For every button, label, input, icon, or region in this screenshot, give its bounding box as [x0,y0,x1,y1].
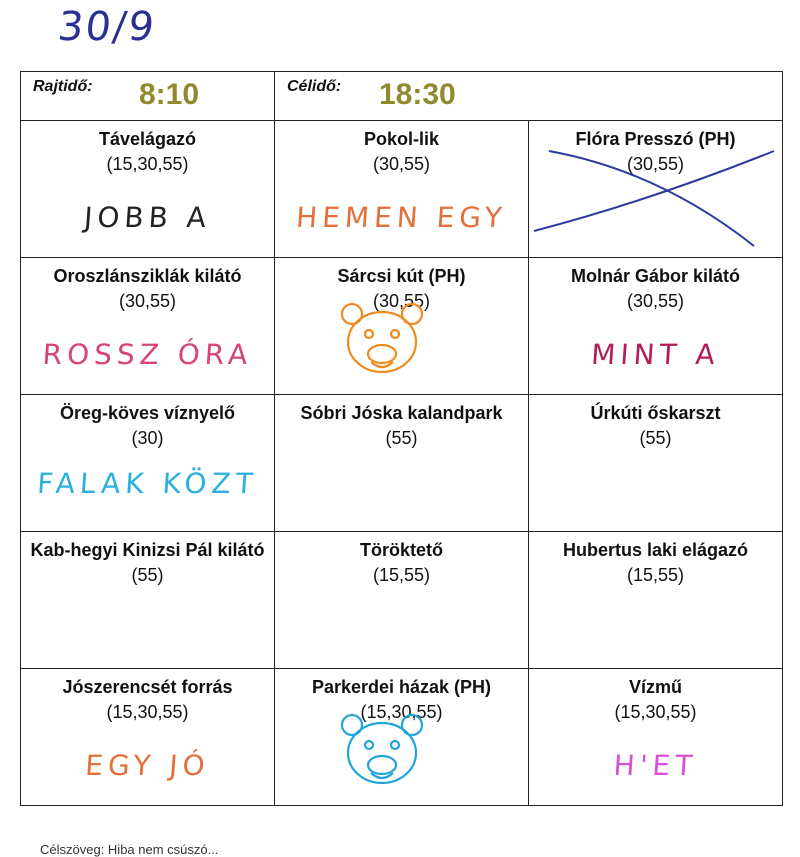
handwritten-answer: EGY JÓ [84,749,211,782]
checkpoint-name: Oroszlánsziklák kilátó [53,266,242,286]
finish-time-value: 18:30 [379,78,456,111]
checkpoint-cell: Jószerencsét forrás (15,30,55) EGY JÓ [20,668,275,806]
checkpoint-slots: (30,55) [118,291,177,311]
checkpoint-cell: Pokol-lik (30,55) HEMEN EGY [274,120,529,258]
checkpoint-name: Molnár Gábor kilátó [570,266,741,286]
checkpoint-cell: Molnár Gábor kilátó (30,55) MINT A [528,257,783,395]
checkpoint-name: Pokol-lik [363,129,439,149]
checkpoint-name: Parkerdei házak (PH) [311,677,492,697]
checkpoint-slots: (15,30,55) [106,154,189,174]
checkpoint-name: Töröktető [360,540,443,560]
checkpoint-row: Öreg-köves víznyelő (30) FALAK KÖZT Sóbri J… [20,394,783,532]
checkpoint-cell: Úrkúti őskarszt (55) [528,394,783,532]
checkpoint-row: Távelágazó (15,30,55) JOBB A Pokol-lik (30,5… [20,120,783,258]
finish-time-cell: Célidő: 18:30 [274,71,783,121]
checkpoint-cell: Oroszlánsziklák kilátó (30,55) ROSSZ ÓRA [20,257,275,395]
start-time-cell: Rajtidő: 8:10 [20,71,275,121]
lion-stamp [340,302,424,374]
checkpoint-cell: Hubertus laki elágazó (15,55) [528,531,783,669]
checkpoint-name: Jószerencsét forrás [62,677,233,697]
checkpoint-name: Kab-hegyi Kinizsi Pál kilátó [30,540,265,560]
handwritten-answer: H'ET [612,749,699,782]
checkpoint-cell: Kab-hegyi Kinizsi Pál kilátó (55) [20,531,275,669]
checkpoint-slots: (15,30,55) [106,702,189,722]
handwritten-answer: HEMEN EGY [295,201,508,234]
checkpoint-cell: Távelágazó (15,30,55) JOBB A [20,120,275,258]
handwritten-answer: MINT A [590,338,721,371]
checkpoint-slots: (55) [385,428,418,448]
checkpoint-slots: (55) [639,428,672,448]
handwritten-answer: ROSSZ ÓRA [41,338,254,371]
checkpoint-name: Távelágazó [98,129,197,149]
start-time-value: 8:10 [139,78,200,111]
footer-text: Célszöveg: Hiba nem csúszó... [40,842,219,857]
time-header-row: Rajtidő: 8:10 Célidő: 18:30 [20,71,783,121]
checkpoint-name: Hubertus laki elágazó [562,540,749,560]
checkpoint-cell: Parkerdei házak (PH) (15,30,55) [274,668,529,806]
checkpoint-name: Úrkúti őskarszt [590,403,721,423]
checkpoint-cell: Vízmű (15,30,55) H'ET [528,668,783,806]
cross-out-mark [533,150,775,247]
checkpoint-sheet: Rajtidő: 8:10 Célidő: 18:30 Távelágazó (1… [20,71,783,806]
checkpoint-row: Kab-hegyi Kinizsi Pál kilátó (55) Töröktet… [20,531,783,669]
checkpoint-slots: (15,30,55) [614,702,697,722]
checkpoint-cell: Flóra Presszó (PH) (30,55) [528,120,783,258]
checkpoint-name: Flóra Presszó (PH) [575,129,736,149]
checkpoint-row: Oroszlánsziklák kilátó (30,55) ROSSZ ÓRA Sá… [20,257,783,395]
checkpoint-slots: (15,55) [626,565,685,585]
checkpoint-name: Vízmű [628,677,682,697]
checkpoint-slots: (15,55) [372,565,431,585]
checkpoint-cell: Sárcsi kút (PH) (30,55) [274,257,529,395]
checkpoint-slots: (30) [131,428,164,448]
checkpoint-cell: Sóbri Jóska kalandpark (55) [274,394,529,532]
checkpoint-slots: (30,55) [372,154,431,174]
checkpoint-cell: Töröktető (15,55) [274,531,529,669]
checkpoint-name: Sóbri Jóska kalandpark [300,403,503,423]
checkpoint-slots: (30,55) [626,154,685,174]
checkpoint-row: Jószerencsét forrás (15,30,55) EGY JÓ Parke… [20,668,783,806]
start-time-label: Rajtidő: [33,78,93,95]
date-note: 30/9 [55,4,159,50]
checkpoint-slots: (30,55) [626,291,685,311]
checkpoint-name: Sárcsi kút (PH) [337,266,466,286]
checkpoint-cell: Öreg-köves víznyelő (30) FALAK KÖZT [20,394,275,532]
handwritten-answer: JOBB A [82,201,213,234]
handwritten-answer: FALAK KÖZT [36,467,259,500]
cow-stamp [340,713,424,785]
checkpoint-slots: (55) [131,565,164,585]
finish-time-label: Célidő: [287,78,342,95]
checkpoint-slots: (15,30,55) [360,702,443,722]
checkpoint-name: Öreg-köves víznyelő [59,403,236,423]
checkpoint-slots: (30,55) [372,291,431,311]
